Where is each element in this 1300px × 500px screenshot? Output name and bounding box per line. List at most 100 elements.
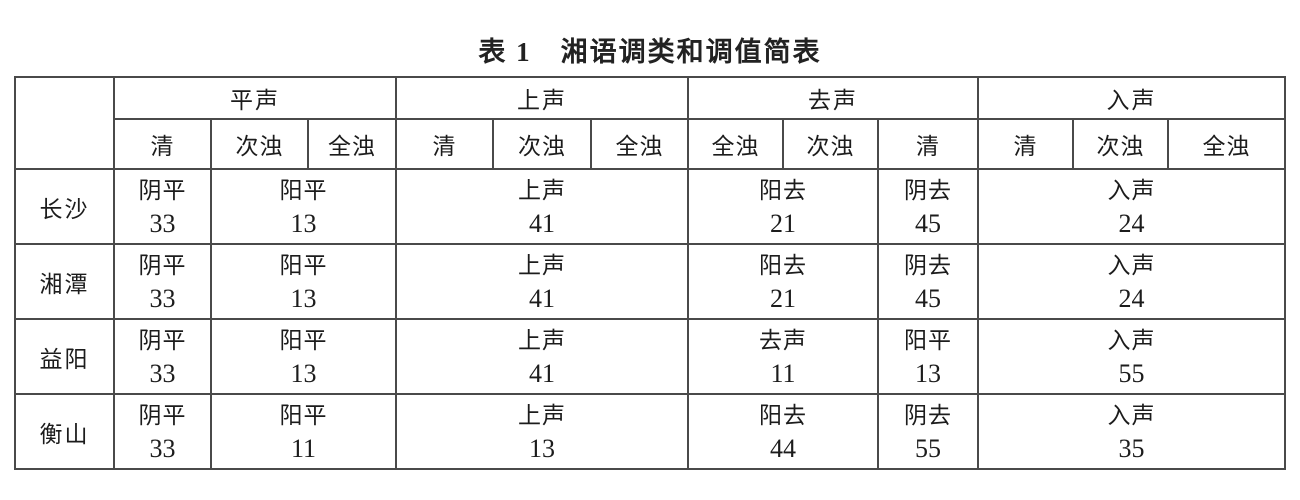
corner-cell: [14, 76, 115, 170]
tone-cell: 阴去 45: [877, 243, 980, 320]
tone-group-header-ping: 平声: [112, 76, 398, 120]
tone-name: 阳平: [279, 402, 328, 428]
header-row-registers: 清 次浊 全浊 清 次浊 全浊 全浊 次浊 清 清 次浊 全浊: [15, 118, 1287, 170]
table-title: 表 1 湘语调类和调值简表: [478, 37, 822, 67]
tone-value: 13: [290, 208, 317, 238]
tone-value: 41: [529, 283, 556, 313]
tone-name: 上声: [518, 402, 567, 428]
city-cell: 长沙: [14, 168, 115, 245]
tone-cell: 阴平 33: [113, 393, 212, 470]
tone-name: 阴平: [138, 402, 187, 428]
table-row-xiangtan: 湘潭 阴平 33 阳平 13 上声 41 阳去 21 阴去 45 入声: [14, 243, 1287, 320]
tone-group-header-ru: 入声: [977, 76, 1287, 120]
table-row-hengshan: 衡山 阴平 33 阳平 11 上声 13 阳去 44 阴去 55 入声: [14, 393, 1287, 470]
tone-value: 13: [290, 358, 317, 388]
tone-cell: 阴去 45: [877, 168, 980, 245]
tone-cell: 入声 24: [977, 168, 1287, 245]
register-header: 次浊: [782, 118, 880, 170]
tone-value: 11: [770, 358, 796, 388]
city-cell: 益阳: [14, 318, 115, 395]
tone-value: 35: [1118, 433, 1145, 463]
tone-name: 上声: [518, 252, 567, 278]
tone-value: 55: [915, 433, 942, 463]
tone-value: 13: [290, 283, 317, 313]
header-row-groups: 平声 上声 去声 入声: [14, 76, 1287, 170]
tone-cell: 阳去 21: [687, 243, 880, 320]
tone-value: 33: [149, 283, 176, 313]
tone-cell: 阴平 33: [113, 168, 212, 245]
tone-cell: 阳去 44: [687, 393, 880, 470]
tone-name: 阳去: [759, 402, 808, 428]
table-row-changsha: 长沙 阴平 33 阳平 13 上声 41 阳去 21 阴去 45 入声: [14, 168, 1287, 245]
tone-table: 平声 上声 去声 入声 清 次浊 全浊 清 次浊 全浊 全浊 次浊 清 清 次浊…: [14, 76, 1287, 470]
tone-cell: 阳平 13: [209, 168, 398, 245]
tone-name: 阳平: [279, 252, 328, 278]
tone-cell: 阳平 13: [209, 318, 398, 395]
tone-value: 11: [290, 433, 317, 463]
tone-value: 21: [770, 208, 797, 238]
tone-value: 33: [149, 208, 176, 238]
register-header: 清: [395, 118, 495, 170]
tone-cell: 上声 41: [395, 243, 690, 320]
tone-value: 24: [1118, 283, 1145, 313]
register-header: 全浊: [306, 118, 398, 170]
tone-name: 入声: [1107, 327, 1156, 353]
tone-name: 阳去: [759, 252, 808, 278]
tone-name: 去声: [759, 327, 808, 353]
register-header: 全浊: [590, 118, 690, 170]
tone-cell: 入声 24: [977, 243, 1287, 320]
register-header: 全浊: [1167, 118, 1287, 170]
tone-name: 阳平: [904, 327, 953, 353]
tone-cell: 上声 41: [395, 168, 690, 245]
register-header: 次浊: [1072, 118, 1170, 170]
tone-cell: 阳平 11: [209, 393, 398, 470]
tone-cell: 阳平 13: [209, 243, 398, 320]
tone-value: 33: [149, 358, 176, 388]
register-header: 次浊: [492, 118, 593, 170]
register-header: 清: [977, 118, 1075, 170]
tone-value: 13: [915, 358, 942, 388]
tone-value: 33: [149, 433, 176, 463]
tone-cell: 阳平 13: [877, 318, 980, 395]
table-row-yiyang: 益阳 阴平 33 阳平 13 上声 41 去声 11 阳平 13 入声: [14, 318, 1287, 395]
tone-cell: 入声 55: [977, 318, 1287, 395]
tone-cell: 上声 13: [395, 393, 690, 470]
tone-name: 阴平: [138, 327, 187, 353]
tone-name: 阳去: [759, 177, 808, 203]
tone-value: 21: [770, 283, 797, 313]
tone-cell: 阳去 21: [687, 168, 880, 245]
tone-value: 44: [770, 433, 797, 463]
tone-group-header-shang: 上声: [395, 76, 690, 120]
tone-cell: 去声 11: [687, 318, 880, 395]
tone-name: 阳平: [279, 327, 328, 353]
tone-group-header-qu: 去声: [687, 76, 980, 120]
tone-name: 阳平: [279, 177, 328, 203]
tone-value: 41: [529, 208, 556, 238]
tone-name: 入声: [1107, 177, 1156, 203]
tone-cell: 阴平 33: [113, 243, 212, 320]
tone-cell: 上声 41: [395, 318, 690, 395]
tone-value: 45: [915, 208, 942, 238]
tone-cell: 入声 35: [977, 393, 1287, 470]
register-header: 次浊: [210, 118, 309, 170]
register-header: 全浊: [687, 118, 785, 170]
tone-name: 阴去: [904, 177, 953, 203]
tone-name: 阴去: [904, 252, 953, 278]
tone-value: 55: [1118, 358, 1145, 388]
register-header: 清: [113, 118, 212, 170]
tone-name: 阴平: [138, 252, 187, 278]
tone-value: 41: [529, 358, 556, 388]
tone-value: 24: [1118, 208, 1145, 238]
city-cell: 衡山: [14, 393, 115, 470]
tone-name: 上声: [518, 327, 567, 353]
city-cell: 湘潭: [14, 243, 115, 320]
tone-name: 入声: [1107, 252, 1156, 278]
tone-name: 入声: [1107, 402, 1156, 428]
register-header: 清: [877, 118, 980, 170]
tone-name: 阴平: [138, 177, 187, 203]
tone-cell: 阴去 55: [877, 393, 980, 470]
tone-value: 45: [915, 283, 942, 313]
tone-cell: 阴平 33: [113, 318, 212, 395]
tone-name: 阴去: [904, 402, 953, 428]
